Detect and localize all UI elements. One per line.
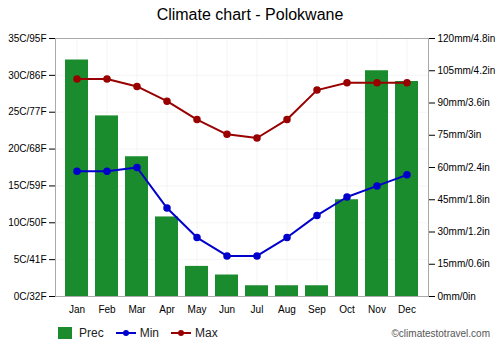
- svg-text:35C/95F: 35C/95F: [8, 33, 46, 44]
- svg-text:25C/77F: 25C/77F: [8, 106, 46, 117]
- html-text:Min: Min: [139, 326, 159, 340]
- svg-text:30C/86F: 30C/86F: [8, 70, 46, 81]
- html-text:©climatestotravel.com: ©climatestotravel.com: [391, 327, 490, 339]
- svg-text:Jan: Jan: [69, 304, 85, 315]
- svg-text:15C/59F: 15C/59F: [8, 180, 46, 191]
- svg-text:Mar: Mar: [128, 304, 146, 315]
- svg-text:Apr: Apr: [159, 304, 175, 315]
- svg-text:30mm/1.2in: 30mm/1.2in: [438, 226, 490, 237]
- svg-text:Feb: Feb: [98, 304, 116, 315]
- svg-text:5C/41F: 5C/41F: [14, 254, 47, 265]
- svg-text:105mm/4.2in: 105mm/4.2in: [438, 65, 496, 76]
- svg-text:Dec: Dec: [398, 304, 416, 315]
- svg-text:45mm/1.8in: 45mm/1.8in: [438, 194, 490, 205]
- svg-text:Nov: Nov: [368, 304, 386, 315]
- svg-text:Sep: Sep: [308, 304, 326, 315]
- html-text:Max: Max: [195, 326, 218, 340]
- html-text:Climate chart - Polokwane: Climate chart - Polokwane: [156, 6, 344, 23]
- svg-text:90mm/3.6in: 90mm/3.6in: [438, 97, 490, 108]
- svg-text:0mm/0in: 0mm/0in: [438, 291, 476, 302]
- svg-text:15mm/0.6in: 15mm/0.6in: [438, 258, 490, 269]
- svg-text:60mm/2.4in: 60mm/2.4in: [438, 162, 490, 173]
- svg-text:75mm/3in: 75mm/3in: [438, 129, 482, 140]
- svg-text:Jun: Jun: [219, 304, 235, 315]
- svg-text:Aug: Aug: [278, 304, 296, 315]
- svg-text:May: May: [188, 304, 207, 315]
- svg-text:20C/68F: 20C/68F: [8, 143, 46, 154]
- svg-text:Oct: Oct: [339, 304, 355, 315]
- svg-text:10C/50F: 10C/50F: [8, 217, 46, 228]
- svg-text:0C/32F: 0C/32F: [14, 291, 47, 302]
- svg-text:120mm/4.8in: 120mm/4.8in: [438, 33, 496, 44]
- svg-text:Jul: Jul: [251, 304, 264, 315]
- html-text:Prec: Prec: [79, 326, 104, 340]
